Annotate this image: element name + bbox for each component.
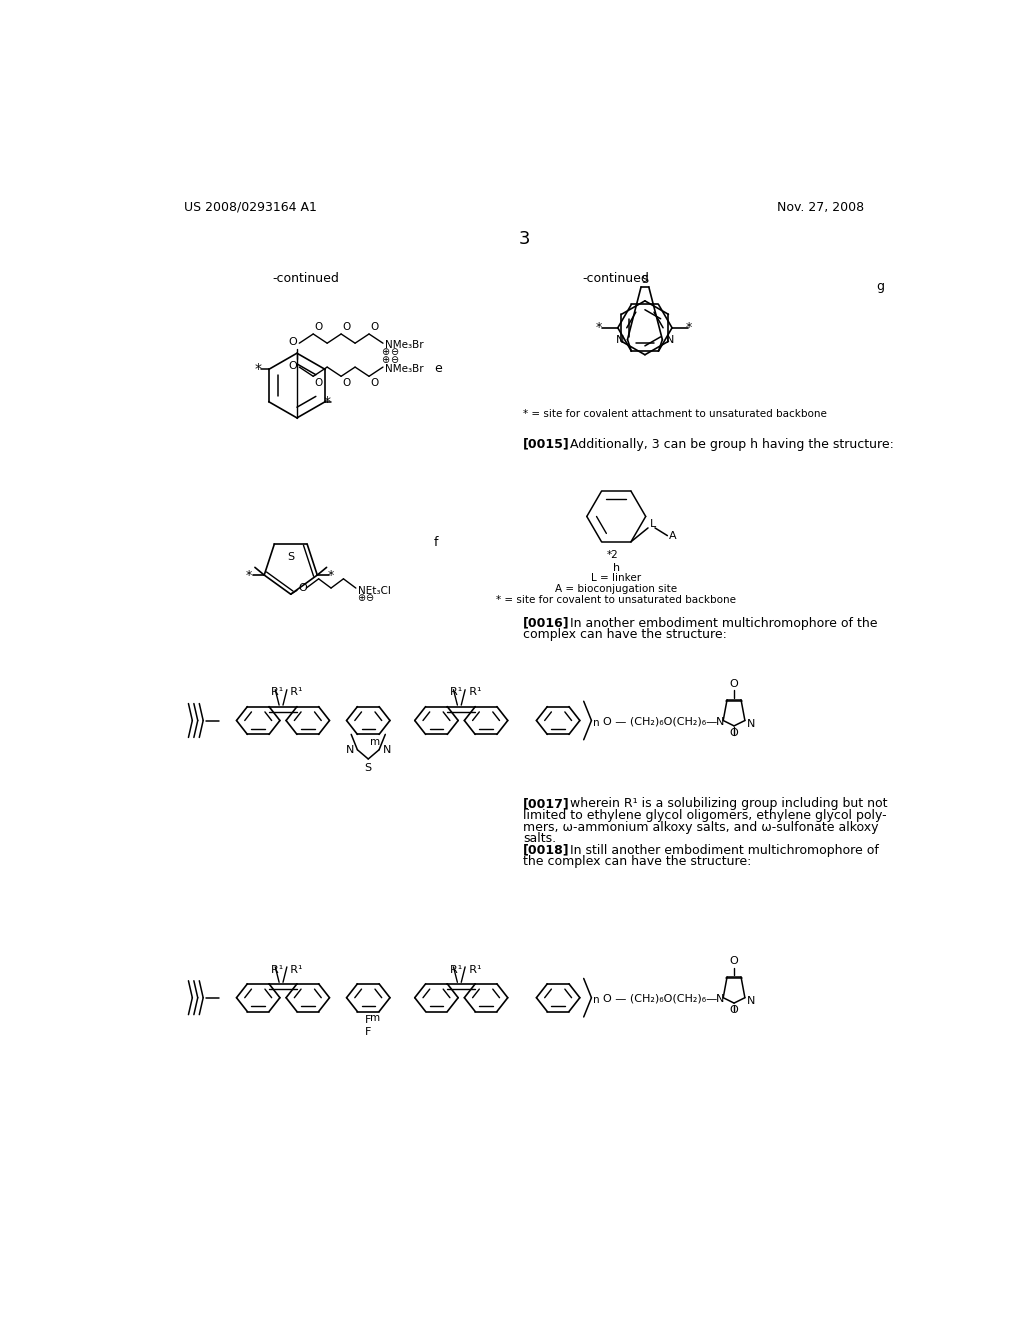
Text: N: N (383, 744, 391, 755)
Text: O: O (730, 956, 738, 966)
Text: L = linker: L = linker (591, 573, 641, 583)
Text: limited to ethylene glycol oligomers, ethylene glycol poly-: limited to ethylene glycol oligomers, et… (523, 809, 887, 822)
Text: A: A (669, 531, 677, 541)
Text: N: N (615, 334, 624, 345)
Text: O: O (730, 1006, 738, 1015)
Text: m: m (370, 1014, 380, 1023)
Text: *: * (328, 569, 335, 582)
Text: A = bioconjugation site: A = bioconjugation site (555, 585, 677, 594)
Text: F: F (366, 1027, 372, 1038)
Text: 3: 3 (519, 230, 530, 248)
Text: the complex can have the structure:: the complex can have the structure: (523, 855, 752, 869)
Text: S: S (365, 763, 372, 772)
Text: Additionally, 3 can be group h having the structure:: Additionally, 3 can be group h having th… (562, 438, 894, 451)
Text: S: S (641, 275, 648, 285)
Text: -continued: -continued (583, 272, 649, 285)
Text: ⊖: ⊖ (366, 593, 374, 603)
Text: -continued: -continued (272, 272, 340, 285)
Text: e: e (434, 363, 442, 375)
Text: ⊕: ⊕ (356, 593, 365, 603)
Text: L: L (649, 519, 655, 529)
Text: ⊕: ⊕ (381, 347, 389, 356)
Text: O: O (371, 322, 379, 333)
Text: n: n (593, 718, 600, 727)
Text: R¹  R¹: R¹ R¹ (271, 965, 303, 974)
Text: salts.: salts. (523, 832, 556, 845)
Text: *: * (324, 395, 330, 409)
Text: F: F (366, 1015, 372, 1026)
Text: O: O (289, 337, 297, 347)
Text: mers, ω-ammonium alkoxy salts, and ω-sulfonate alkoxy: mers, ω-ammonium alkoxy salts, and ω-sul… (523, 821, 879, 834)
Text: NEt₃Cl: NEt₃Cl (358, 586, 391, 595)
Text: N: N (345, 744, 354, 755)
Text: *: * (596, 321, 602, 334)
Text: *2: *2 (606, 549, 618, 560)
Text: O: O (314, 378, 323, 388)
Text: O — (CH₂)₆O(CH₂)₆—: O — (CH₂)₆O(CH₂)₆— (603, 717, 718, 726)
Text: N: N (748, 997, 756, 1006)
Text: N: N (716, 717, 724, 726)
Text: In still another embodiment multichromophore of: In still another embodiment multichromop… (562, 843, 879, 857)
Text: * = site for covalent to unsaturated backbone: * = site for covalent to unsaturated bac… (497, 595, 736, 605)
Text: US 2008/0293164 A1: US 2008/0293164 A1 (183, 201, 316, 214)
Text: NMe₃Br: NMe₃Br (385, 341, 424, 350)
Text: ⊖: ⊖ (390, 347, 398, 356)
Text: O: O (730, 678, 738, 689)
Text: *: * (686, 321, 692, 334)
Text: g: g (876, 280, 884, 293)
Text: m: m (370, 738, 380, 747)
Text: R¹  R¹: R¹ R¹ (271, 688, 303, 697)
Text: wherein R¹ is a solubilizing group including but not: wherein R¹ is a solubilizing group inclu… (562, 797, 888, 810)
Text: ⊖: ⊖ (390, 355, 398, 364)
Text: *: * (246, 569, 252, 582)
Text: S: S (287, 552, 294, 562)
Text: *: * (254, 363, 261, 376)
Text: [0018]: [0018] (523, 843, 570, 857)
Text: O — (CH₂)₆O(CH₂)₆—: O — (CH₂)₆O(CH₂)₆— (603, 994, 718, 1003)
Text: R¹  R¹: R¹ R¹ (450, 688, 481, 697)
Text: O: O (289, 360, 297, 371)
Text: In another embodiment multichromophore of the: In another embodiment multichromophore o… (562, 616, 878, 630)
Text: h: h (612, 562, 620, 573)
Text: N: N (666, 334, 674, 345)
Text: Nov. 27, 2008: Nov. 27, 2008 (777, 201, 864, 214)
Text: [0016]: [0016] (523, 616, 570, 630)
Text: NMe₃Br: NMe₃Br (385, 364, 424, 374)
Text: O: O (342, 322, 350, 333)
Text: f: f (434, 536, 438, 549)
Text: O: O (299, 583, 307, 593)
Text: N: N (748, 719, 756, 729)
Text: [0017]: [0017] (523, 797, 570, 810)
Text: O: O (730, 729, 738, 738)
Text: O: O (371, 378, 379, 388)
Text: R¹  R¹: R¹ R¹ (450, 965, 481, 974)
Text: O: O (314, 322, 323, 333)
Text: N: N (716, 994, 724, 1003)
Text: ⊕: ⊕ (381, 355, 389, 364)
Text: * = site for covalent attachment to unsaturated backbone: * = site for covalent attachment to unsa… (523, 409, 827, 418)
Text: complex can have the structure:: complex can have the structure: (523, 628, 727, 642)
Text: O: O (342, 378, 350, 388)
Text: n: n (593, 995, 600, 1005)
Text: [0015]: [0015] (523, 438, 570, 451)
